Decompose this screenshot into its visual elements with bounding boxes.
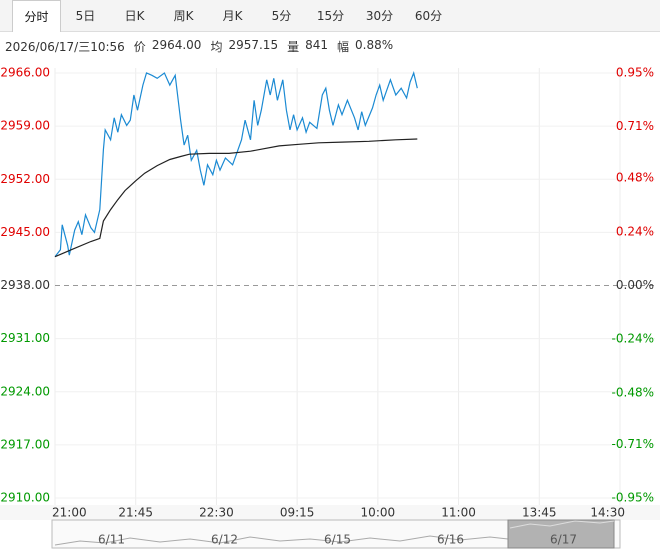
- y-tick-label: 2966.00: [0, 66, 50, 80]
- navigator-date: 6/15: [324, 533, 351, 547]
- y2-tick-label: 0.24%: [616, 224, 654, 238]
- tab[interactable]: 日K: [124, 9, 145, 23]
- y-tick-label: 2945.00: [0, 225, 50, 239]
- tab[interactable]: 5分: [271, 9, 292, 23]
- y-tick-label: 2938.00: [0, 278, 50, 292]
- x-tick-label: 14:30: [590, 506, 625, 520]
- price-label: 价: [133, 40, 146, 54]
- x-tick-label: 10:00: [361, 506, 396, 520]
- tab[interactable]: 15分: [316, 9, 345, 23]
- amplitude: 0.88%: [355, 38, 394, 52]
- y2-tick-label: -0.95%: [612, 491, 654, 505]
- avg: 2957.15: [228, 38, 279, 52]
- tab[interactable]: 周K: [173, 9, 194, 23]
- y-tick-label: 2910.00: [0, 491, 50, 505]
- tab[interactable]: 分时: [12, 0, 61, 32]
- tab[interactable]: 月K: [222, 9, 243, 23]
- tab[interactable]: 30分: [365, 9, 394, 23]
- navigator-date: 6/16: [437, 533, 464, 547]
- y-tick-label: 2931.00: [0, 331, 50, 345]
- y2-tick-label: -0.48%: [612, 385, 654, 399]
- avg-label: 均: [210, 40, 223, 54]
- volume: 841: [305, 38, 328, 52]
- tab[interactable]: 5日: [75, 9, 96, 23]
- navigator-date: 6/12: [211, 533, 238, 547]
- navigator-date: 6/17: [550, 533, 577, 547]
- amplitude-label: 幅: [337, 40, 350, 54]
- price-line: [54, 138, 418, 258]
- y-tick-label: 2917.00: [0, 437, 50, 451]
- price-line: [54, 71, 418, 258]
- x-tick-label: 09:15: [280, 506, 315, 520]
- x-tick-label: 13:45: [522, 506, 557, 520]
- x-tick-label: 21:00: [52, 506, 87, 520]
- navigator-selection-sparkline: [509, 520, 615, 529]
- tab[interactable]: 60分: [414, 9, 443, 23]
- tab-bar: 分时 5日 日K 周K 月K 5分 15分 30分 60分: [0, 0, 660, 32]
- price: 2964.00: [151, 38, 202, 52]
- y2-tick-label: 0.95%: [616, 66, 654, 80]
- y-tick-label: 2959.00: [0, 119, 50, 133]
- volume-label: 量: [287, 40, 300, 54]
- y2-tick-label: 0.48%: [616, 171, 654, 185]
- x-tick-label: 22:30: [199, 506, 234, 520]
- datetime: 2026/06/17/三10:56: [5, 40, 125, 54]
- x-tick-label: 21:45: [118, 506, 153, 520]
- y2-tick-label: 0.71%: [616, 119, 654, 133]
- x-tick-label: 11:00: [441, 506, 476, 520]
- x-axis-band: [0, 505, 660, 520]
- navigator-date: 6/11: [98, 533, 125, 547]
- info-line: 2026/06/17/三10:56 价 2964.00 均 2957.15 量 …: [5, 38, 393, 55]
- y2-tick-label: 0.00%: [616, 278, 654, 292]
- y2-tick-label: -0.71%: [612, 437, 654, 451]
- y-tick-label: 2952.00: [0, 172, 50, 186]
- y2-tick-label: -0.24%: [612, 332, 654, 346]
- navigator-sparkline: [54, 535, 509, 546]
- y-tick-label: 2924.00: [0, 384, 50, 398]
